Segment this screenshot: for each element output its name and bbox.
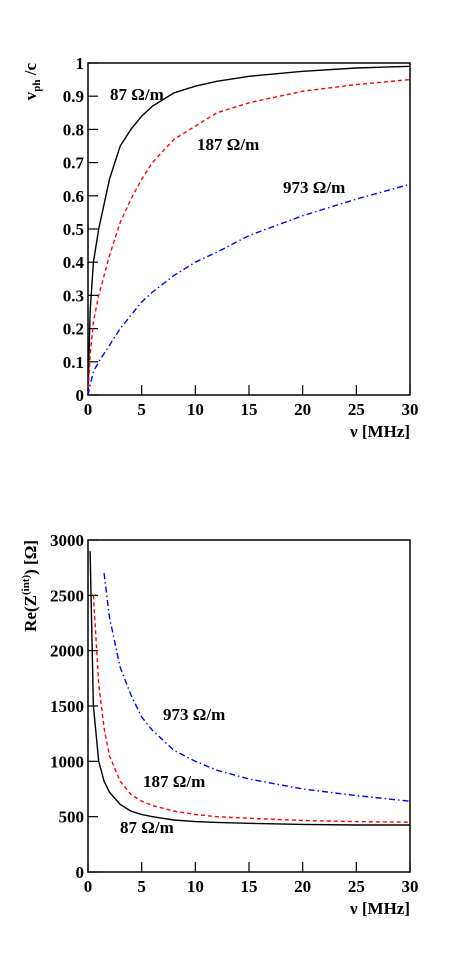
series-label: 973 Ω/m [163, 705, 225, 724]
x-tick-label: 5 [137, 400, 146, 419]
y-tick-label: 1000 [50, 752, 84, 771]
plot: 00.10.20.30.40.50.60.70.80.910 5 10 15 20 25 3… [21, 54, 419, 441]
y-tick-label: 0.9 [63, 87, 84, 106]
y-tick-label: 0.4 [63, 253, 85, 272]
series-line [89, 551, 410, 826]
y-tick-label: 1500 [50, 697, 84, 716]
y-tick-label: 0.2 [63, 320, 84, 339]
series-line [92, 595, 411, 823]
y-axis-label-part: Re(Z [21, 595, 40, 632]
series-label: 187 Ω/m [143, 772, 205, 791]
y-tick-label: 500 [59, 808, 85, 827]
y-tick-label: 0 [76, 863, 85, 882]
y-tick-label: 0.6 [63, 187, 84, 206]
x-tick-label: 10 [187, 877, 204, 896]
y-axis-label-part: v [21, 91, 40, 100]
series-label: 973 Ω/m [283, 178, 345, 197]
y-tick-label: 3000 [50, 531, 84, 550]
x-tick-label: 20 [294, 400, 311, 419]
series-line [87, 78, 411, 396]
y-tick-label: 0.8 [63, 120, 84, 139]
y-axis-label-part: ph [31, 80, 43, 92]
x-tick-label: 0 [84, 877, 93, 896]
x-tick-label: 30 [402, 400, 419, 419]
x-axis-label: ν [MHz] [349, 422, 410, 441]
series-line [103, 573, 411, 802]
y-axis-label-part: (int) [20, 575, 32, 596]
y-axis-label-part: /c [21, 63, 40, 80]
series-label: 87 Ω/m [110, 85, 164, 104]
series-label: 187 Ω/m [197, 135, 259, 154]
x-tick-label: 15 [241, 400, 258, 419]
x-tick-label: 10 [187, 400, 204, 419]
y-tick-label: 0.7 [63, 154, 85, 173]
y-tick-label: 2500 [50, 586, 84, 605]
y-tick-label: 0.1 [63, 353, 84, 372]
series-label: 87 Ω/m [120, 818, 174, 837]
x-axis-label: ν [MHz] [349, 899, 410, 918]
x-tick-label: 25 [348, 877, 365, 896]
x-tick-label: 30 [402, 877, 419, 896]
x-tick-label: 25 [348, 400, 365, 419]
plot: 0 500 1000 1500 2000 2500 3000 0 5 10 15 20 25 30 ν [M… [20, 531, 419, 918]
y-tick-label: 0.5 [63, 220, 84, 239]
x-tick-label: 15 [241, 877, 258, 896]
y-axis-label: Re(Z(int)) [Ω] [20, 540, 40, 632]
y-axis-label-part: ) [Ω] [21, 540, 40, 575]
x-tick-label: 0 [84, 400, 93, 419]
x-tick-label: 20 [294, 877, 311, 896]
plot-frame [87, 62, 411, 396]
series-line [87, 65, 411, 396]
y-axis-label: vph /c [21, 63, 43, 101]
y-tick-label: 0 [76, 386, 85, 405]
y-tick-label: 0.3 [63, 286, 84, 305]
y-tick-label: 2000 [50, 642, 84, 661]
x-tick-label: 5 [137, 877, 146, 896]
y-tick-label: 1 [76, 54, 85, 73]
series-line [87, 183, 411, 396]
